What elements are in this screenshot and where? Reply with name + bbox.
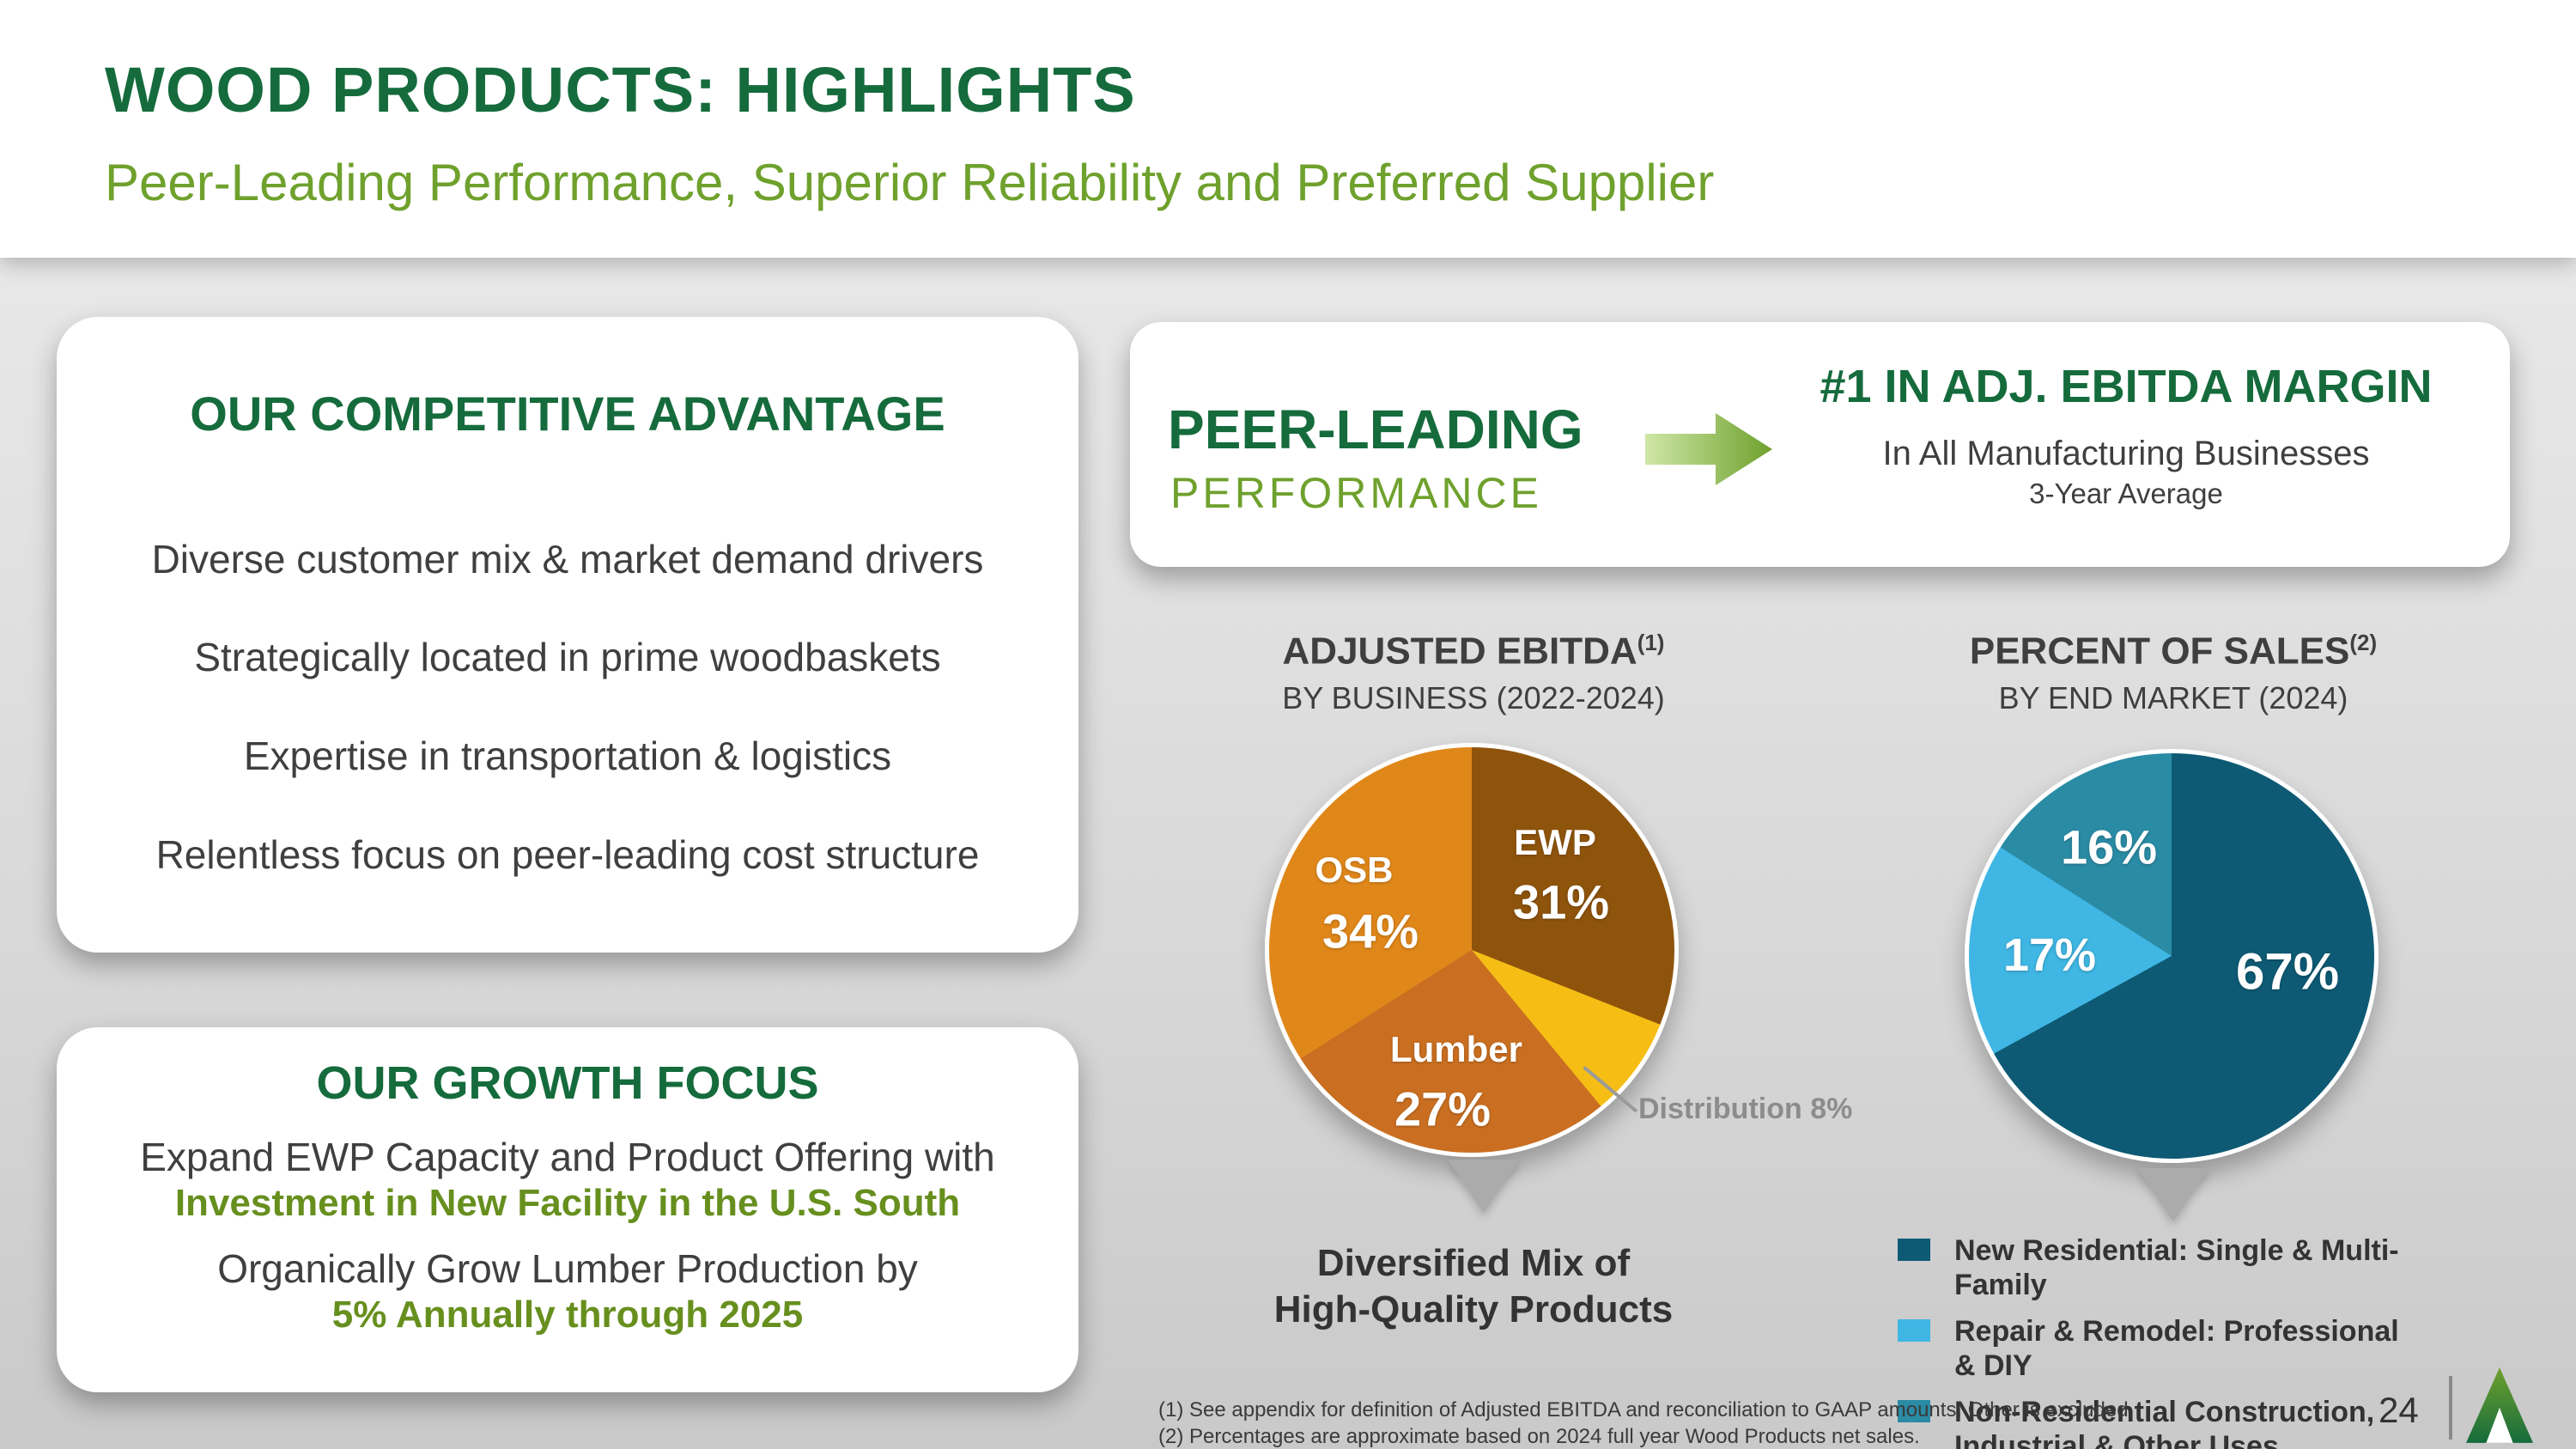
growth-highlight: Investment in New Facility in the U.S. S… — [174, 1182, 961, 1224]
legend-label-repair: Repair & Remodel: Professional & DIY — [1954, 1315, 2399, 1382]
header-band: WOOD PRODUCTS: HIGHLIGHTS Peer-Leading P… — [0, 0, 2576, 258]
ebitda-margin-sub1: In All Manufacturing Businesses — [1882, 435, 2370, 472]
pie-slice-value-ewp: 31% — [1512, 874, 1610, 929]
page-number: 24 — [2379, 1390, 2419, 1430]
pie-slice-value-lumber: 27% — [1394, 1081, 1492, 1136]
pointer-down-icon — [2137, 1168, 2209, 1221]
pie-slice-label-osb: OSB — [1315, 849, 1394, 890]
end-market-legend: New Residential: Single & Multi-Family R… — [1898, 1233, 2401, 1449]
peer-leading-label: PEER-LEADING — [1168, 399, 1583, 460]
ebitda-chart-title: ADJUSTED EBITDA(1) — [1216, 620, 1731, 674]
sales-chart-subtitle: BY END MARKET (2024) — [1998, 679, 2348, 715]
footnote-1: (1) See appendix for definition of Adjus… — [1158, 1398, 2135, 1422]
footnote-marker: (2) — [2349, 630, 2378, 655]
peer-leading-banner: PEER-LEADING PERFORMANCE #1 IN ADJ. EBIT… — [1130, 322, 2510, 567]
footnote-marker: (1) — [1637, 630, 1665, 655]
ebitda-margin-claim: #1 IN ADJ. EBITDA MARGIN In All Manufact… — [1783, 361, 2470, 510]
ebitda-chart-heading: ADJUSTED EBITDA(1) BY BUSINESS (2022-202… — [1216, 620, 1731, 717]
legend-swatch-nonres — [1898, 1400, 1930, 1422]
legend-swatch-newres — [1898, 1239, 1930, 1261]
legend-item: New Residential: Single & Multi-Family — [1898, 1233, 2401, 1302]
page-subtitle: Peer-Leading Performance, Superior Relia… — [105, 154, 1715, 211]
caption-line: Diversified Mix of — [1316, 1242, 1631, 1284]
footer-divider — [2449, 1376, 2452, 1440]
legend-label-newres: New Residential: Single & Multi-Family — [1954, 1234, 2399, 1301]
page-title: WOOD PRODUCTS: HIGHLIGHTS — [105, 54, 1136, 125]
advantage-bullet: Expertise in transportation & logistics — [243, 734, 892, 778]
growth-focus-title: OUR GROWTH FOCUS — [316, 1057, 819, 1109]
pie-slice-value-newres: 67% — [2235, 942, 2340, 1001]
ebitda-chart-caption: Diversified Mix of High-Quality Products — [1216, 1240, 1731, 1333]
sales-pie-chart: 16% 17% 67% — [1965, 749, 2379, 1163]
ebitda-margin-sub2: 3-Year Average — [2029, 478, 2223, 509]
advantage-bullet: Relentless focus on peer-leading cost st… — [155, 832, 980, 877]
legend-item: Non-Residential Construction, Industrial… — [1898, 1395, 2401, 1449]
footnote-2: (2) Percentages are approximate based on… — [1158, 1425, 1920, 1448]
pie-slice-label-lumber: Lumber — [1389, 1029, 1523, 1069]
advantage-bullet: Diverse customer mix & market demand dri… — [151, 537, 984, 581]
competitive-advantage-title: OUR COMPETITIVE ADVANTAGE — [190, 387, 945, 441]
ebitda-chart-subtitle: BY BUSINESS (2022-2024) — [1282, 679, 1665, 715]
growth-line: Expand EWP Capacity and Product Offering… — [140, 1135, 995, 1179]
competitive-advantage-card: OUR COMPETITIVE ADVANTAGE Diverse custom… — [57, 317, 1078, 953]
sales-chart-title: PERCENT OF SALES(2) — [1916, 620, 2431, 674]
pie-slice-value-repair: 17% — [2002, 929, 2097, 981]
pie-slice-value-osb: 34% — [1321, 904, 1419, 959]
performance-label: PERFORMANCE — [1170, 469, 1542, 517]
growth-highlight: 5% Annually through 2025 — [331, 1294, 804, 1336]
arrow-right-icon — [1645, 413, 1772, 485]
growth-focus-card: OUR GROWTH FOCUS Expand EWP Capacity and… — [57, 1027, 1078, 1392]
pie-slice-value-nonres: 16% — [2060, 819, 2158, 874]
footnotes: (1) See appendix for definition of Adjus… — [1158, 1397, 2134, 1449]
ebitda-pie-chart: OSB 34% EWP 31% Lumber 27% — [1265, 743, 1679, 1157]
company-logo — [2466, 1367, 2533, 1443]
advantage-bullet: Strategically located in prime woodbaske… — [194, 635, 941, 679]
legend-item: Repair & Remodel: Professional & DIY — [1898, 1314, 2401, 1383]
distribution-callout-label: Distribution 8% — [1638, 1093, 1853, 1125]
pie-slice-label-ewp: EWP — [1514, 822, 1596, 862]
ebitda-chart-title-text: ADJUSTED EBITDA — [1282, 630, 1637, 673]
pointer-down-icon — [1448, 1160, 1520, 1213]
ebitda-margin-title: #1 IN ADJ. EBITDA MARGIN — [1820, 361, 2433, 412]
caption-line: High-Quality Products — [1273, 1288, 1674, 1330]
sales-chart-title-text: PERCENT OF SALES — [1969, 630, 2350, 673]
legend-label-nonres: Non-Residential Construction, Industrial… — [1954, 1396, 2375, 1449]
sales-chart-heading: PERCENT OF SALES(2) BY END MARKET (2024) — [1916, 620, 2431, 717]
growth-line: Organically Grow Lumber Production by — [217, 1246, 918, 1291]
legend-swatch-repair — [1898, 1319, 1930, 1342]
